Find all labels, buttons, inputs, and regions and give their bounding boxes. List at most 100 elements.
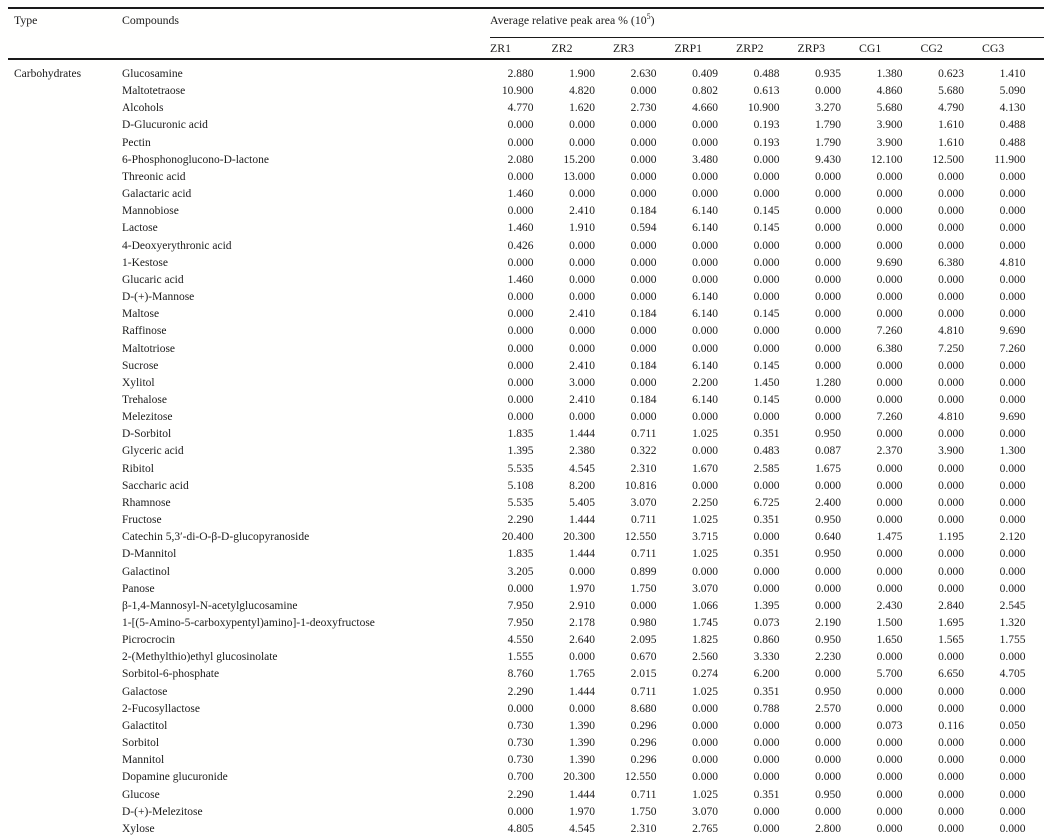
value-cell: 0.000: [507, 291, 534, 304]
value-cell: 0.000: [753, 273, 780, 286]
compound-cell: Dopamine glucuronide: [122, 771, 228, 784]
value-cell: 0.000: [876, 514, 903, 527]
value-cell: 0.483: [753, 445, 780, 458]
table-row: Mannitol 0.730 1.390 0.296 0.000 0.000 0.000 0…: [8, 752, 1044, 769]
sample-column-header-zr3: ZR3: [613, 41, 634, 55]
value-cell: 0.000: [876, 479, 903, 492]
value-cell: 0.296: [630, 719, 657, 732]
value-cell: 8.760: [507, 668, 534, 681]
value-cell: 0.000: [753, 411, 780, 424]
value-cell: 0.950: [815, 634, 841, 647]
value-cell: 0.000: [507, 119, 534, 132]
type-cell: [8, 100, 122, 117]
type-cell: [8, 752, 122, 769]
value-cell: 7.260: [999, 342, 1026, 355]
value-cell: 0.000: [692, 411, 718, 424]
value-cell: 3.330: [753, 651, 780, 664]
value-cell: 0.000: [999, 805, 1026, 818]
value-cell: 2.290: [507, 514, 534, 527]
table-row: D-Glucuronic acid 0.000 0.000 0.000 0.000 0.…: [8, 117, 1044, 134]
compound-cell: Trehalose: [122, 393, 167, 406]
value-cell: 0.640: [815, 531, 841, 544]
value-cell: 0.000: [507, 342, 534, 355]
value-cell: 0.860: [753, 634, 780, 647]
value-cell: 0.730: [507, 754, 534, 767]
column-header-type: Type: [14, 13, 38, 27]
value-cell: 20.400: [501, 531, 534, 544]
value-cell: 0.623: [938, 68, 964, 80]
value-cell: 0.000: [876, 805, 903, 818]
value-cell: 0.351: [753, 548, 780, 561]
value-cell: 0.899: [630, 565, 657, 578]
value-cell: 1.610: [938, 119, 964, 132]
value-cell: 2.178: [569, 617, 595, 629]
value-cell: 9.690: [999, 411, 1026, 424]
value-cell: 0.000: [692, 754, 718, 767]
value-cell: 1.910: [569, 222, 595, 235]
compound-cell: Glucosamine: [122, 68, 183, 80]
value-cell: 0.000: [938, 188, 964, 201]
value-cell: 0.116: [938, 719, 964, 732]
type-cell: [8, 735, 122, 752]
value-cell: 5.680: [938, 85, 964, 98]
value-cell: 0.000: [753, 582, 780, 595]
value-cell: 0.000: [569, 119, 595, 132]
value-cell: 3.070: [692, 582, 718, 595]
type-cell: [8, 83, 122, 100]
value-cell: 0.950: [815, 428, 841, 441]
compound-cell: Mannobiose: [122, 205, 179, 218]
table-row: Panose 0.000 1.970 1.750 3.070 0.000 0.000 0.0…: [8, 581, 1044, 598]
sample-column-header-zr1: ZR1: [490, 41, 511, 55]
value-cell: 4.550: [507, 634, 534, 647]
value-cell: 0.000: [999, 359, 1026, 372]
value-cell: 0.000: [876, 308, 903, 321]
value-cell: 4.545: [569, 822, 595, 835]
value-cell: 3.070: [630, 496, 657, 509]
value-cell: 1.790: [815, 119, 841, 132]
table-row: Lactose 1.460 1.910 0.594 6.140 0.145 0.000 0.…: [8, 220, 1044, 237]
value-cell: 0.351: [753, 788, 780, 801]
value-cell: 0.000: [507, 359, 534, 372]
value-cell: 1.395: [753, 599, 780, 612]
compound-cell: D-Mannitol: [122, 548, 177, 561]
value-cell: 1.460: [507, 188, 534, 201]
value-cell: 0.000: [692, 170, 718, 183]
compound-cell: Maltotetraose: [122, 85, 186, 98]
value-cell: 0.950: [815, 788, 841, 801]
value-cell: 0.000: [938, 376, 964, 389]
value-cell: 0.000: [999, 651, 1026, 664]
type-cell: Carbohydrates: [14, 68, 82, 80]
value-cell: 1.066: [692, 599, 718, 612]
type-cell: [8, 495, 122, 512]
value-cell: 0.000: [938, 291, 964, 304]
value-cell: 6.650: [938, 668, 964, 681]
table-header-row: Type Compounds Average relative peak are…: [8, 13, 1044, 28]
value-cell: 2.380: [569, 445, 595, 458]
value-cell: 7.950: [507, 599, 534, 612]
value-cell: 1.025: [692, 514, 718, 527]
table-row: Threonic acid 0.000 13.000 0.000 0.000 0.000…: [8, 169, 1044, 186]
type-cell: [8, 821, 122, 838]
value-cell: 0.000: [999, 205, 1026, 218]
table-row: Maltotriose 0.000 0.000 0.000 0.000 0.000 0.0…: [8, 341, 1044, 358]
value-cell: 0.000: [999, 548, 1026, 561]
value-cell: 0.000: [692, 273, 718, 286]
table-rule-top: [8, 7, 1044, 9]
value-cell: 5.108: [507, 479, 534, 492]
value-cell: 4.545: [569, 462, 595, 475]
value-cell: 0.000: [753, 170, 780, 183]
value-cell: 2.370: [876, 445, 903, 458]
type-cell: [8, 478, 122, 495]
value-cell: 0.274: [692, 668, 718, 681]
value-cell: 0.351: [753, 428, 780, 441]
table-rule-group-span: [490, 37, 1044, 38]
value-cell: 0.000: [938, 754, 964, 767]
value-cell: 0.000: [507, 582, 534, 595]
value-cell: 0.000: [876, 754, 903, 767]
value-cell: 2.400: [815, 496, 841, 509]
value-cell: 0.000: [630, 273, 657, 286]
value-cell: 0.000: [692, 239, 718, 252]
value-cell: 2.290: [507, 685, 534, 698]
value-cell: 0.000: [938, 582, 964, 595]
value-cell: 2.310: [630, 462, 657, 475]
